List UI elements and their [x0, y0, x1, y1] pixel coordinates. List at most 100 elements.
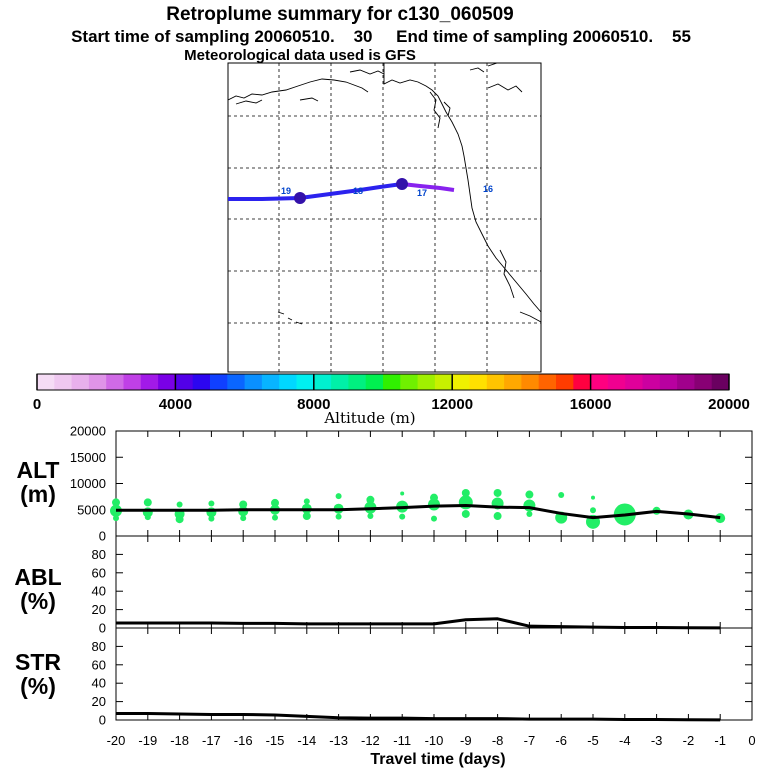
- abl-ylabel-line1: ABL: [14, 564, 61, 590]
- y-tick-label: 0: [99, 621, 106, 636]
- colorbar-tick-label: 0: [33, 396, 41, 413]
- x-tick-label: -2: [683, 733, 695, 748]
- altitude-spread-point: [335, 493, 342, 500]
- time-series-panels: 0 5000 10000 15000 20000 0 20 40 60 80 0 20 40 60 80: [70, 424, 753, 728]
- colorbar-swatch: [590, 374, 609, 390]
- altitude-spread-point: [208, 500, 215, 507]
- coastlines: [228, 63, 541, 325]
- colorbar-swatch: [625, 374, 643, 390]
- altitude-spread-point: [366, 495, 375, 504]
- x-axis-title: Travel time (days): [370, 751, 505, 768]
- alt-panel: 0 5000 10000 15000 20000: [70, 424, 753, 544]
- colorbar-tick-label: 8000: [297, 396, 330, 413]
- x-tick-label: -11: [393, 733, 411, 748]
- altitude-spread-point: [335, 513, 342, 520]
- colorbar-swatch: [37, 374, 55, 390]
- colorbar-swatch: [538, 374, 557, 390]
- colorbar-swatches: [37, 374, 730, 390]
- trajectory-day-label: 19: [281, 186, 291, 196]
- altitude-spread-point: [113, 515, 119, 522]
- x-tick-label: -13: [329, 733, 348, 748]
- y-tick-label: 20: [92, 602, 106, 617]
- altitude-spread-point: [175, 515, 184, 524]
- y-tick-label: 40: [92, 584, 106, 599]
- x-axis: -20 -19 -18 -17 -16 -15 -14 -13 -12 -11 -10 -9 -8 -7-…: [107, 733, 756, 748]
- x-tick-label: -16: [234, 733, 253, 748]
- y-tick-label: 15000: [70, 450, 106, 465]
- colorbar-swatch: [279, 374, 297, 390]
- y-axis-labels: ALT (m) ABL (%) STR (%): [14, 457, 61, 699]
- altitude-spread-point: [112, 498, 120, 507]
- x-tick-label: -18: [170, 733, 189, 748]
- colorbar-swatch: [175, 374, 194, 390]
- colorbar-swatch: [452, 374, 470, 390]
- colorbar-swatch: [227, 374, 245, 390]
- x-tick-label: -9: [460, 733, 472, 748]
- colorbar-swatch: [434, 374, 453, 390]
- altitude-spread-point: [458, 495, 473, 510]
- altitude-spread-point: [303, 498, 310, 505]
- x-tick-label: -3: [651, 733, 663, 748]
- x-tick-label: -5: [587, 733, 599, 748]
- colorbar-swatch: [642, 374, 661, 390]
- x-tick-label: -6: [555, 733, 567, 748]
- y-tick-label: 60: [92, 565, 106, 580]
- x-tick-label: -7: [524, 733, 536, 748]
- x-tick-label: -4: [619, 733, 631, 748]
- altitude-spread-point: [461, 488, 470, 497]
- trajectory-day-label: 18: [353, 186, 363, 196]
- altitude-spread-point: [526, 510, 533, 517]
- series-line: [116, 617, 721, 630]
- colorbar-swatch: [677, 374, 695, 390]
- colorbar-swatch: [417, 374, 436, 390]
- altitude-spread-point: [240, 515, 247, 522]
- colorbar-swatch: [400, 374, 418, 390]
- colorbar-swatch: [192, 374, 211, 390]
- alt-ylabel-line2: (m): [20, 481, 56, 507]
- altitude-spread-point: [144, 514, 151, 521]
- colorbar-swatch: [573, 374, 591, 390]
- trajectory-day-label: 16: [483, 184, 493, 194]
- altitude-spread-point: [430, 493, 438, 502]
- altitude-spread-point: [715, 513, 726, 524]
- colorbar-tick-label: 12000: [431, 396, 473, 413]
- series-line: [116, 712, 721, 722]
- x-tick-label: -14: [297, 733, 316, 748]
- map-grid: [228, 63, 541, 372]
- colorbar-tick-label: 20000: [708, 396, 750, 413]
- y-tick-label: 0: [99, 713, 106, 728]
- trajectory-path-late: [401, 182, 455, 192]
- colorbar-swatch: [244, 374, 263, 390]
- x-tick-label: -19: [138, 733, 157, 748]
- x-tick-label: -15: [266, 733, 285, 748]
- colorbar-swatch: [106, 374, 124, 390]
- y-tick-label: 80: [92, 547, 106, 562]
- colorbar-swatch: [261, 374, 280, 390]
- header: Retroplume summary for c130_060509 Start…: [71, 4, 691, 64]
- series-line: [116, 504, 721, 520]
- x-tick-label: -12: [361, 733, 380, 748]
- chart-title: Retroplume summary for c130_060509: [166, 4, 513, 25]
- colorbar-tick-label: 4000: [159, 396, 192, 413]
- str-ylabel-line1: STR: [15, 649, 61, 675]
- trajectory-map: 19 18 17 16: [227, 62, 542, 373]
- colorbar-swatch: [331, 374, 349, 390]
- altitude-spread-point: [591, 495, 595, 500]
- altitude-spread-point: [558, 492, 565, 499]
- altitude-spread-point: [176, 501, 183, 508]
- y-tick-label: 60: [92, 657, 106, 672]
- trajectory: 19 18 17 16: [228, 178, 493, 204]
- colorbar-swatch: [140, 374, 159, 390]
- colorbar-swatch: [711, 374, 730, 390]
- colorbar-label: Altitude (m): [323, 409, 415, 427]
- y-tick-label: 20000: [70, 424, 106, 439]
- altitude-spread-point: [367, 513, 374, 520]
- y-tick-label: 10000: [70, 476, 106, 491]
- y-tick-label: 0: [99, 529, 106, 544]
- y-tick-label: 20: [92, 694, 106, 709]
- colorbar-swatch: [556, 374, 574, 390]
- trajectory-day-label: 17: [417, 188, 427, 198]
- altitude-spread-point: [461, 509, 470, 518]
- colorbar-swatch: [383, 374, 401, 390]
- altitude-spread-point: [143, 498, 152, 507]
